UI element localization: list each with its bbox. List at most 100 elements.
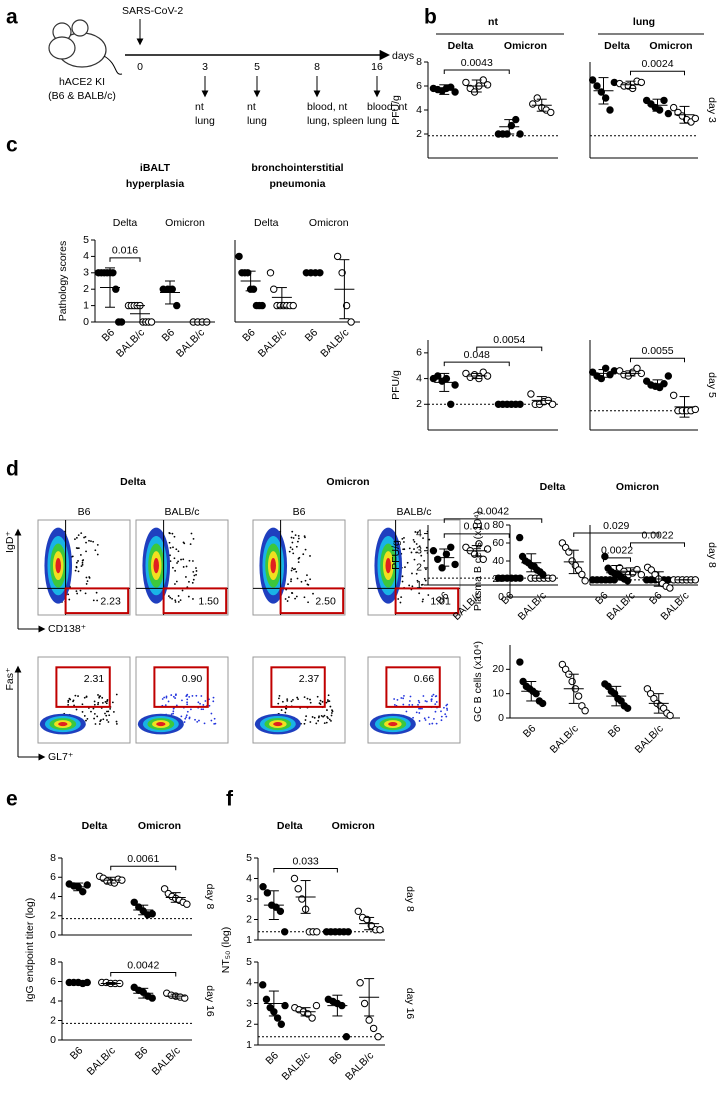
row-label: day 3 bbox=[706, 97, 718, 123]
flow-event bbox=[111, 701, 114, 704]
sample-label: lung bbox=[247, 115, 267, 127]
data-point bbox=[376, 926, 384, 934]
flow-plot-frame bbox=[252, 519, 346, 616]
strain-header: Delta bbox=[113, 217, 138, 229]
y-tick-label: 60 bbox=[492, 537, 504, 549]
flow-event bbox=[406, 561, 409, 564]
flow-event bbox=[320, 714, 323, 717]
flow-event bbox=[85, 719, 87, 722]
mouse-header: B6 bbox=[78, 506, 91, 518]
flow-event bbox=[287, 583, 289, 586]
flow-density bbox=[44, 527, 99, 604]
flow-event bbox=[291, 592, 294, 594]
flow-event bbox=[192, 560, 194, 562]
flow-event bbox=[93, 703, 96, 706]
data-point bbox=[623, 704, 632, 712]
p-value: 0.0061 bbox=[127, 853, 159, 865]
y-tick-label: 3 bbox=[83, 267, 89, 279]
y-tick-label: 2 bbox=[50, 1014, 56, 1026]
flow-event bbox=[106, 700, 108, 703]
flow-event bbox=[423, 717, 426, 720]
p-value: 0.016 bbox=[112, 245, 138, 257]
data-point bbox=[606, 106, 614, 114]
flow-event bbox=[200, 708, 203, 711]
y-tick-label: 2 bbox=[416, 398, 422, 410]
flow-event bbox=[291, 530, 294, 533]
flow-event bbox=[329, 705, 332, 708]
flow-event bbox=[85, 541, 87, 544]
y-tick-label: 6 bbox=[416, 347, 422, 359]
day-label: 16 bbox=[371, 61, 383, 73]
flow-event bbox=[418, 701, 421, 704]
gate bbox=[385, 666, 441, 708]
flow-event bbox=[115, 720, 118, 723]
flow-event bbox=[83, 715, 86, 717]
flow-event bbox=[401, 537, 404, 540]
day-label: 0 bbox=[137, 61, 143, 73]
flow-event bbox=[96, 543, 99, 546]
data-point bbox=[338, 269, 346, 277]
flow-event bbox=[288, 550, 291, 553]
flow-event bbox=[176, 562, 178, 564]
data-point bbox=[266, 269, 275, 277]
flow-event bbox=[403, 694, 405, 697]
panel-label: c bbox=[6, 134, 18, 157]
strain-header: Omicron bbox=[309, 217, 349, 229]
x-tick-label: B6 bbox=[263, 1049, 281, 1067]
flow-event bbox=[88, 539, 90, 542]
flow-event bbox=[295, 570, 298, 573]
x-tick-label: BALB/c bbox=[633, 723, 666, 756]
flow-event bbox=[290, 578, 293, 581]
flow-event bbox=[424, 700, 427, 702]
x-tick-label: B6 bbox=[521, 722, 539, 740]
data-point bbox=[578, 570, 586, 579]
gate-value: 0.66 bbox=[414, 673, 435, 685]
flow-event bbox=[311, 716, 314, 718]
flow-event bbox=[67, 701, 70, 703]
flow-event bbox=[76, 561, 78, 564]
flow-event bbox=[328, 700, 331, 703]
flow-event bbox=[306, 574, 308, 577]
flow-event bbox=[185, 695, 188, 698]
flow-event bbox=[325, 721, 328, 724]
p-value: 0.048 bbox=[464, 349, 490, 361]
data-point bbox=[148, 994, 156, 1002]
flow-event bbox=[400, 596, 403, 599]
data-point bbox=[354, 907, 362, 915]
flow-event bbox=[399, 601, 402, 604]
flow-axis-label: GL7⁺ bbox=[48, 751, 74, 763]
flow-event bbox=[94, 723, 97, 725]
flow-event bbox=[327, 700, 329, 703]
flow-event bbox=[290, 580, 292, 583]
flow-event bbox=[423, 577, 426, 580]
flow-event bbox=[313, 716, 316, 719]
flow-event bbox=[212, 696, 215, 699]
flow-event bbox=[177, 560, 180, 563]
data-point bbox=[483, 545, 492, 553]
strain-header: Delta bbox=[448, 40, 474, 52]
data-point bbox=[538, 699, 547, 708]
comparison-bracket bbox=[630, 357, 685, 363]
flow-event bbox=[401, 580, 404, 583]
flow-event bbox=[104, 701, 107, 703]
y-tick-label: 1 bbox=[83, 299, 89, 311]
flow-event bbox=[105, 714, 108, 717]
flow-event bbox=[163, 696, 166, 699]
flow-event bbox=[84, 535, 87, 538]
flow-event bbox=[105, 702, 108, 705]
flow-event bbox=[309, 578, 312, 581]
flow-plot-frame bbox=[37, 656, 131, 744]
sample-label: blood, nt bbox=[307, 101, 347, 113]
flow-event bbox=[108, 714, 111, 717]
flow-event bbox=[291, 548, 294, 551]
flow-event bbox=[445, 715, 448, 718]
flow-event bbox=[422, 598, 424, 601]
data-point bbox=[588, 76, 597, 84]
flow-event bbox=[169, 547, 172, 549]
gate bbox=[394, 587, 460, 615]
flow-event bbox=[284, 711, 287, 714]
y-tick-label: 4 bbox=[246, 977, 252, 989]
flow-event bbox=[408, 584, 411, 587]
data-point bbox=[360, 999, 369, 1008]
flow-event bbox=[101, 696, 104, 699]
